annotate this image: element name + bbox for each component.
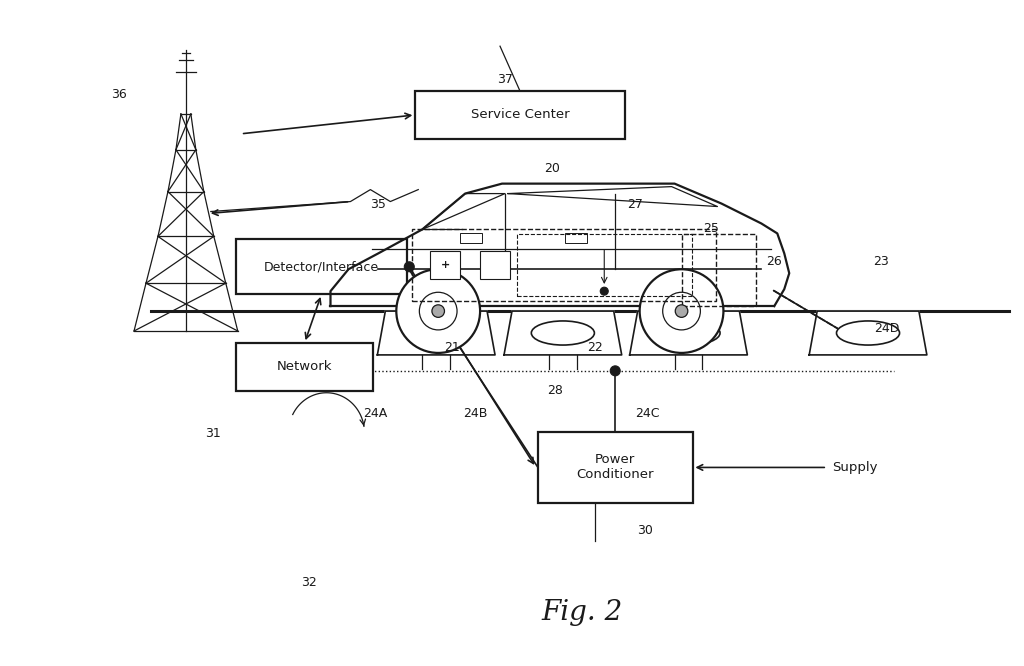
Text: 25: 25 <box>703 222 720 235</box>
Circle shape <box>640 269 723 353</box>
FancyBboxPatch shape <box>416 91 625 139</box>
Circle shape <box>610 366 621 376</box>
Text: 20: 20 <box>544 163 560 175</box>
Text: 22: 22 <box>587 342 603 354</box>
Text: Network: Network <box>276 360 333 374</box>
Text: Fig. 2: Fig. 2 <box>542 599 623 626</box>
Circle shape <box>663 292 700 330</box>
Text: 28: 28 <box>547 384 563 397</box>
Text: 24B: 24B <box>463 407 487 420</box>
Circle shape <box>404 262 415 272</box>
Circle shape <box>396 269 480 353</box>
Text: Power
Conditioner: Power Conditioner <box>577 454 654 482</box>
Ellipse shape <box>531 321 594 345</box>
Polygon shape <box>809 311 927 355</box>
Text: 31: 31 <box>205 427 221 440</box>
Text: 26: 26 <box>766 255 782 268</box>
FancyBboxPatch shape <box>480 251 510 279</box>
Text: Supply: Supply <box>833 461 878 474</box>
Text: 36: 36 <box>112 89 127 101</box>
Text: +: + <box>440 260 450 270</box>
Polygon shape <box>378 311 495 355</box>
FancyBboxPatch shape <box>565 233 587 243</box>
Text: Detector/Interface: Detector/Interface <box>264 260 379 273</box>
Text: 24D: 24D <box>874 322 900 334</box>
Ellipse shape <box>657 321 720 345</box>
Text: 27: 27 <box>627 198 643 211</box>
Polygon shape <box>504 311 622 355</box>
Text: 30: 30 <box>637 523 652 537</box>
Ellipse shape <box>404 321 468 345</box>
Text: 35: 35 <box>371 198 386 211</box>
Text: 32: 32 <box>301 577 316 589</box>
Circle shape <box>675 305 688 318</box>
FancyBboxPatch shape <box>430 251 460 279</box>
Polygon shape <box>630 311 748 355</box>
Text: 24A: 24A <box>364 407 387 420</box>
FancyBboxPatch shape <box>236 239 408 294</box>
FancyBboxPatch shape <box>460 233 482 243</box>
Circle shape <box>600 287 608 295</box>
Text: Service Center: Service Center <box>471 109 569 121</box>
Text: 24C: 24C <box>635 407 659 420</box>
Ellipse shape <box>837 321 899 345</box>
FancyBboxPatch shape <box>236 343 374 391</box>
Text: 21: 21 <box>444 342 460 354</box>
FancyBboxPatch shape <box>538 432 692 503</box>
Circle shape <box>432 305 444 318</box>
Circle shape <box>420 292 457 330</box>
Text: 37: 37 <box>497 73 513 85</box>
Text: 23: 23 <box>873 255 889 268</box>
